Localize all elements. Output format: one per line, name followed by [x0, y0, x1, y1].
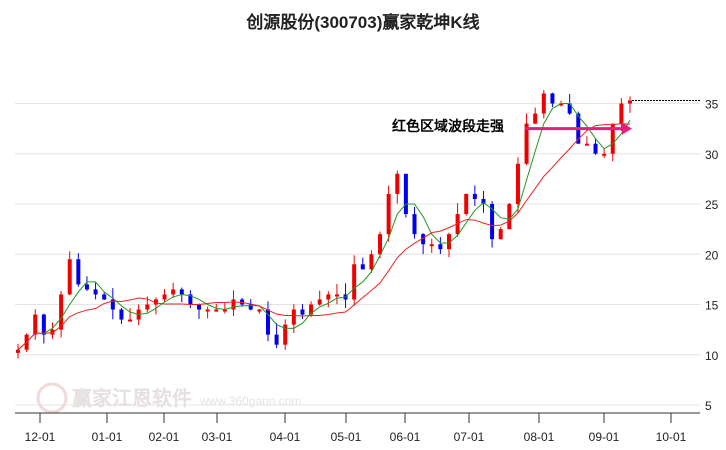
candle-body [119, 309, 124, 320]
candle-body [309, 304, 314, 315]
y-tick-label: 30 [705, 148, 719, 162]
candle-body [205, 309, 210, 312]
y-tick-label: 5 [705, 399, 712, 413]
x-tick-label: 10-01 [656, 430, 687, 444]
x-tick-label: 03-01 [202, 430, 233, 444]
candle-body [352, 264, 357, 300]
candle-body [188, 294, 193, 305]
candle-body [59, 294, 64, 330]
candle-body [265, 309, 270, 335]
ma-long-line [17, 123, 631, 351]
candle-body [84, 284, 89, 290]
arrow-head-icon [622, 122, 632, 135]
candle-body [395, 173, 400, 194]
candle-body [248, 304, 253, 310]
chart-title: 创源股份(300703)赢家乾坤K线 [246, 13, 480, 32]
candle-body [515, 163, 520, 204]
x-tick-label: 06-01 [390, 430, 421, 444]
candle-body [41, 314, 46, 335]
candle-body [334, 294, 339, 297]
candle-body [498, 229, 503, 240]
x-tick-label: 12-01 [25, 430, 56, 444]
candle-body [593, 143, 598, 154]
candle-body [222, 309, 227, 312]
candle-body [412, 214, 417, 235]
candle-body [197, 304, 202, 310]
candle-body [421, 234, 426, 245]
candle-body [559, 103, 564, 106]
candle-body [110, 299, 115, 310]
candle-body [240, 299, 245, 305]
x-tick-label: 04-01 [270, 430, 301, 444]
x-tick-label: 07-01 [454, 430, 485, 444]
watermark-seal-icon [36, 382, 68, 414]
annotation-label: 红色区域波段走强 [392, 118, 504, 134]
candle-body [524, 123, 529, 164]
candle-body [490, 204, 495, 240]
ma-short-line [17, 103, 631, 351]
candle-body [369, 254, 374, 270]
candle-body [33, 314, 38, 335]
candle-body [93, 289, 98, 295]
candle-body [472, 193, 477, 199]
y-tick-label: 25 [705, 198, 719, 212]
candle-body [429, 244, 434, 247]
candle-body [446, 234, 451, 250]
candle-body [403, 173, 408, 215]
candle-body [438, 244, 443, 250]
candle-body [550, 93, 555, 104]
candle-body [507, 204, 512, 230]
candle-body [567, 103, 572, 114]
candle-body [584, 143, 589, 146]
candle-body [628, 100, 632, 104]
candle-body [291, 309, 296, 325]
candle-body [602, 153, 607, 156]
x-tick-label: 02-01 [149, 430, 180, 444]
candle-body [153, 299, 158, 305]
y-tick-label: 35 [705, 98, 719, 112]
candle-body [533, 113, 538, 124]
candle-body [162, 294, 167, 300]
candle-body [610, 123, 615, 154]
watermark-brand: 赢家江恩软件 [72, 386, 192, 410]
y-tick-label: 10 [705, 349, 719, 363]
candle-body [76, 259, 81, 285]
candle-body [231, 299, 236, 310]
x-tick-label: 08-01 [524, 430, 555, 444]
candle-body [179, 289, 184, 295]
watermark: 赢家江恩软件 www.360gann.com [36, 382, 301, 414]
watermark-url: www.360gann.com [199, 394, 301, 408]
candle-body [257, 309, 262, 312]
candle-body [360, 264, 365, 270]
candle-body [300, 309, 305, 315]
x-tick-label: 09-01 [589, 430, 620, 444]
candle-body [145, 304, 150, 310]
candle-body [171, 289, 176, 295]
candle-body [386, 193, 391, 235]
candle-body [464, 193, 469, 215]
candle-body [326, 294, 331, 300]
candle-body [481, 198, 486, 204]
candle-body [67, 259, 72, 295]
candle-body [283, 324, 288, 345]
candle-body [541, 93, 546, 114]
candle-body [102, 294, 107, 300]
y-tick-label: 15 [705, 299, 719, 313]
y-tick-label: 20 [705, 248, 719, 262]
candle-body [274, 334, 279, 345]
candle-body [214, 309, 219, 312]
x-tick-label: 05-01 [331, 430, 362, 444]
candle-body [317, 299, 322, 305]
candle-body [378, 234, 383, 255]
candle-body [16, 349, 20, 353]
x-tick-label: 01-01 [92, 430, 123, 444]
candle-body [619, 103, 624, 124]
candle-body [128, 319, 133, 322]
